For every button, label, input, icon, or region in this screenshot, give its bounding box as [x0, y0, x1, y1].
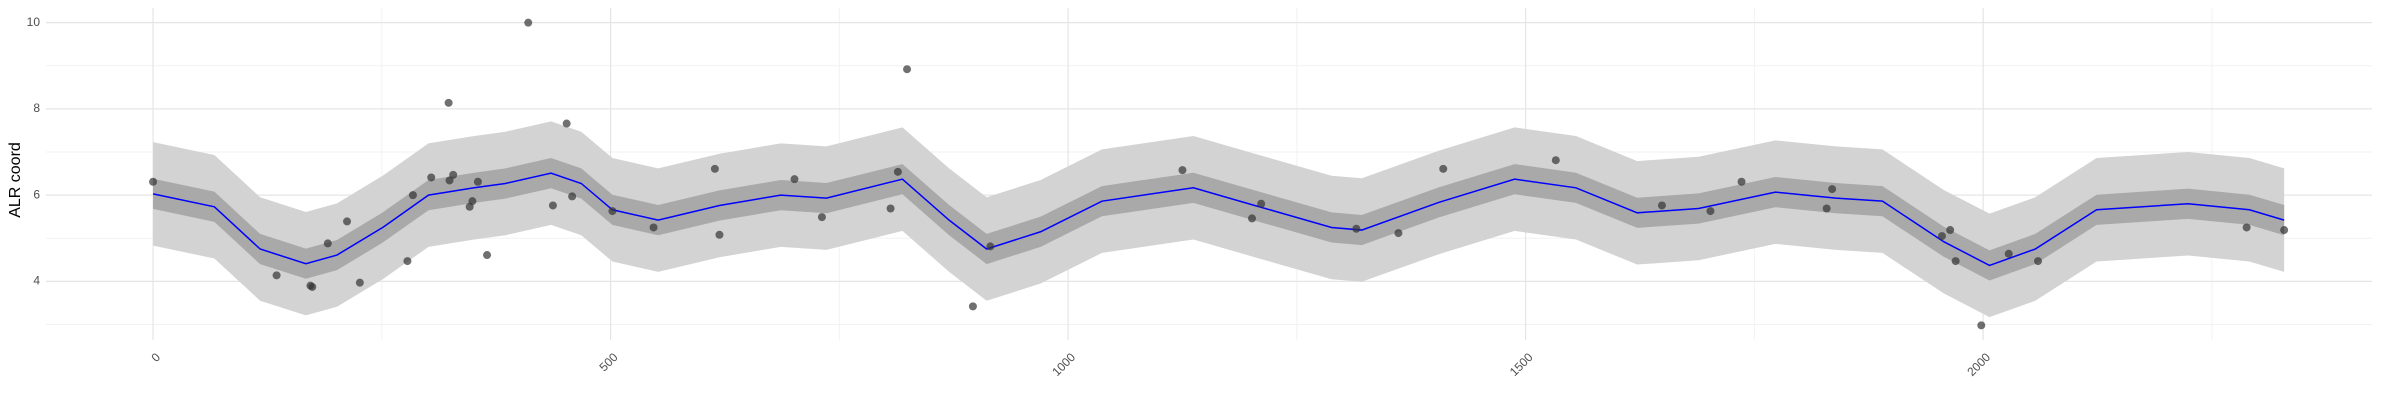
- point: [272, 271, 281, 280]
- point: [1248, 214, 1257, 223]
- point: [715, 230, 724, 239]
- point: [710, 164, 719, 173]
- point: [524, 18, 533, 27]
- point: [449, 170, 458, 179]
- point: [308, 282, 317, 291]
- point: [1706, 207, 1715, 216]
- point: [903, 65, 912, 74]
- point: [149, 177, 158, 186]
- point: [1951, 257, 1960, 266]
- point: [1828, 185, 1837, 194]
- y-axis-label: ALR coord: [7, 142, 24, 218]
- point: [1937, 232, 1946, 241]
- x-tick-label: 2000: [1964, 350, 1993, 379]
- point: [2280, 226, 2289, 235]
- point: [1977, 321, 1986, 330]
- point: [403, 257, 412, 266]
- point: [649, 223, 658, 232]
- point: [1946, 226, 1955, 235]
- point: [886, 204, 895, 213]
- point: [355, 278, 364, 287]
- x-tick-label: 0: [148, 350, 163, 365]
- point: [568, 192, 577, 201]
- point: [968, 302, 977, 311]
- point: [2242, 223, 2251, 232]
- x-tick-label: 500: [597, 350, 621, 374]
- point: [986, 242, 995, 251]
- point: [2004, 249, 2013, 258]
- point: [408, 191, 417, 200]
- y-tick-label: 6: [33, 187, 40, 201]
- point: [343, 217, 352, 226]
- point: [548, 201, 557, 210]
- y-tick-label: 10: [27, 15, 41, 29]
- point: [893, 167, 902, 176]
- smooth-line: [152, 172, 2285, 267]
- point: [1352, 224, 1361, 233]
- outer-band: [153, 121, 2285, 318]
- point: [483, 251, 492, 260]
- point: [1551, 156, 1560, 165]
- point: [323, 239, 332, 248]
- point: [1737, 177, 1746, 186]
- point: [1394, 229, 1403, 238]
- point: [473, 177, 482, 186]
- x-tick-label: 1000: [1049, 350, 1078, 379]
- point: [1822, 204, 1831, 213]
- point: [1439, 164, 1448, 173]
- point: [1257, 199, 1266, 208]
- point: [444, 98, 453, 107]
- point: [1657, 201, 1666, 210]
- point: [562, 119, 571, 128]
- point: [2034, 257, 2043, 266]
- point: [817, 213, 826, 222]
- point: [790, 175, 799, 184]
- y-tick-label: 8: [33, 101, 40, 115]
- point: [608, 207, 617, 216]
- point: [468, 197, 477, 206]
- point: [1178, 166, 1187, 175]
- x-tick-label: 1500: [1507, 350, 1536, 379]
- y-tick-label: 4: [33, 274, 40, 288]
- point: [427, 173, 436, 182]
- inner-band: [153, 158, 2285, 281]
